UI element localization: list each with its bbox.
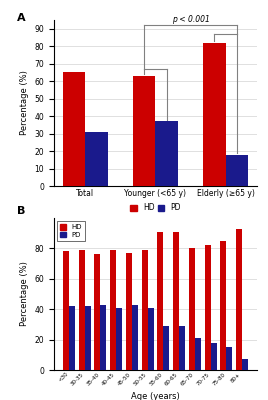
Bar	[132, 305, 138, 370]
Bar	[85, 132, 108, 186]
Bar	[163, 326, 169, 370]
Bar	[148, 308, 154, 370]
Bar	[63, 252, 69, 370]
Bar	[211, 343, 217, 370]
Bar	[204, 245, 211, 370]
Bar	[155, 121, 178, 186]
Bar	[69, 306, 75, 370]
Legend: HD, PD: HD, PD	[127, 200, 184, 215]
Bar	[110, 250, 116, 370]
Bar	[236, 229, 242, 370]
Bar	[203, 43, 226, 186]
Bar	[173, 232, 179, 370]
Bar	[133, 76, 155, 186]
Bar	[63, 72, 85, 186]
Bar	[226, 347, 232, 370]
Text: p < 0.001: p < 0.001	[172, 15, 210, 24]
Legend: HD, PD: HD, PD	[57, 222, 85, 240]
Bar	[142, 250, 148, 370]
Bar	[226, 154, 248, 186]
Bar	[116, 308, 122, 370]
Bar	[220, 241, 226, 370]
Text: A: A	[17, 13, 25, 23]
Bar	[179, 326, 185, 370]
Bar	[195, 338, 201, 370]
Bar	[79, 250, 85, 370]
X-axis label: Age (years): Age (years)	[131, 392, 180, 400]
Y-axis label: Percentage (%): Percentage (%)	[20, 262, 29, 326]
Bar	[85, 306, 91, 370]
Y-axis label: Percentage (%): Percentage (%)	[20, 70, 29, 136]
Bar	[100, 305, 106, 370]
Bar	[94, 254, 100, 370]
Bar	[242, 359, 248, 370]
Bar	[157, 232, 163, 370]
Bar	[126, 253, 132, 370]
Text: B: B	[17, 206, 25, 216]
Bar	[189, 248, 195, 370]
